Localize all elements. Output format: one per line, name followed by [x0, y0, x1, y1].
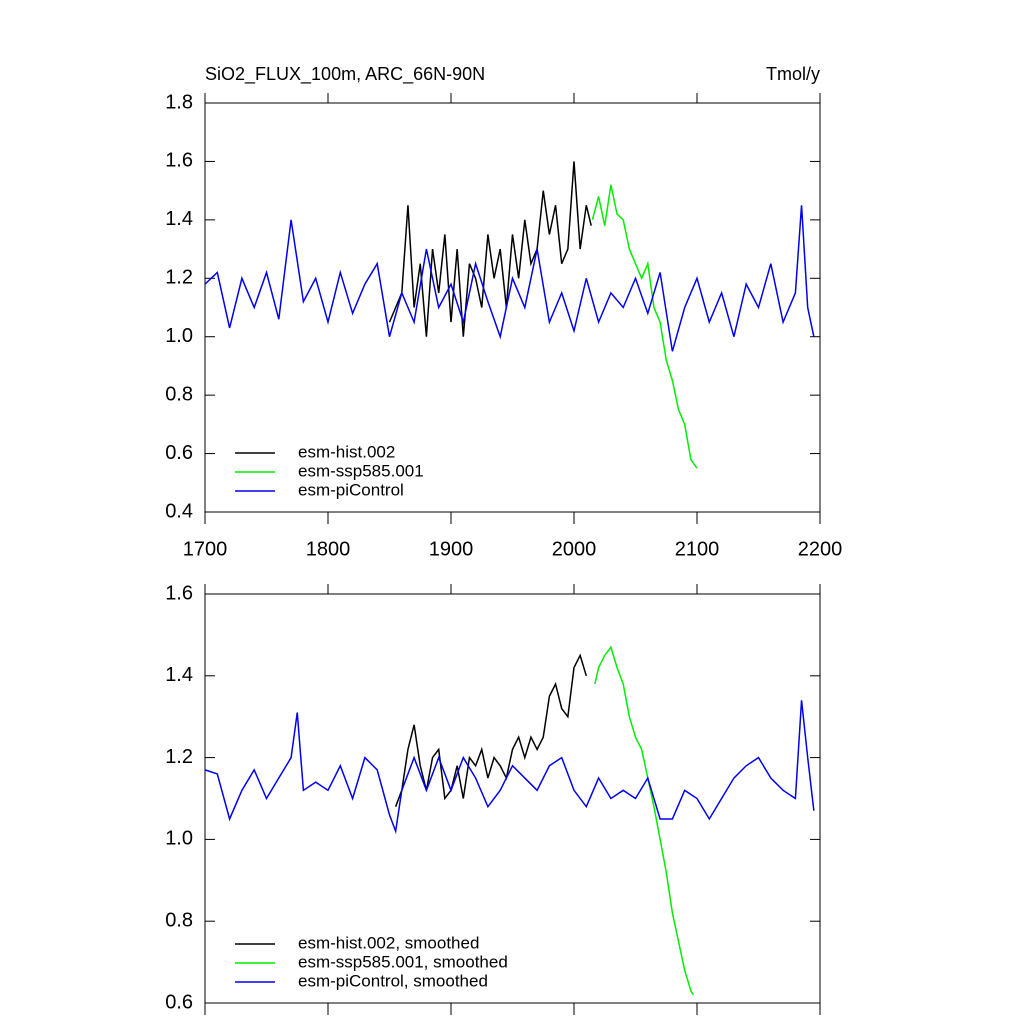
- y-tick-label: 0.8: [165, 383, 193, 405]
- x-tick-label: 1900: [429, 538, 474, 560]
- data-line: [394, 653, 588, 807]
- y-tick-label: 1.6: [165, 150, 193, 172]
- x-tick-label: 2100: [675, 538, 720, 560]
- legend-label: esm-ssp585.001: [298, 461, 424, 480]
- y-tick-label: 0.4: [165, 500, 193, 522]
- plot-frame: [204, 593, 821, 1004]
- units-label: Tmol/y: [766, 64, 820, 84]
- data-line: [594, 645, 694, 996]
- y-tick-label: 1.0: [165, 325, 193, 347]
- data-line: [591, 184, 698, 469]
- chart-title: SiO2_FLUX_100m, ARC_66N-90N: [205, 64, 485, 85]
- x-tick-label: 1800: [306, 538, 351, 560]
- data-line: [204, 205, 815, 352]
- y-tick-label: 1.4: [165, 208, 193, 230]
- legend-label: esm-hist.002: [298, 442, 395, 461]
- y-tick-label: 1.2: [165, 746, 193, 768]
- legend-label: esm-piControl: [298, 480, 404, 499]
- x-tick-label: 2200: [798, 538, 843, 560]
- x-tick-label: 1700: [183, 538, 228, 560]
- y-tick-label: 1.8: [165, 91, 193, 113]
- data-line: [388, 161, 592, 337]
- legend-label: esm-ssp585.001, smoothed: [298, 952, 508, 971]
- legend-label: esm-piControl, smoothed: [298, 971, 488, 990]
- y-tick-label: 1.0: [165, 828, 193, 850]
- x-tick-label: 2000: [552, 538, 597, 560]
- plot-frame: [204, 102, 821, 513]
- y-tick-label: 0.8: [165, 909, 193, 931]
- y-tick-label: 0.6: [165, 991, 193, 1013]
- y-tick-label: 1.6: [165, 582, 193, 604]
- y-tick-label: 0.6: [165, 442, 193, 464]
- y-tick-label: 1.4: [165, 664, 193, 686]
- y-tick-label: 1.2: [165, 267, 193, 289]
- legend-label: esm-hist.002, smoothed: [298, 933, 479, 952]
- data-line: [204, 700, 815, 835]
